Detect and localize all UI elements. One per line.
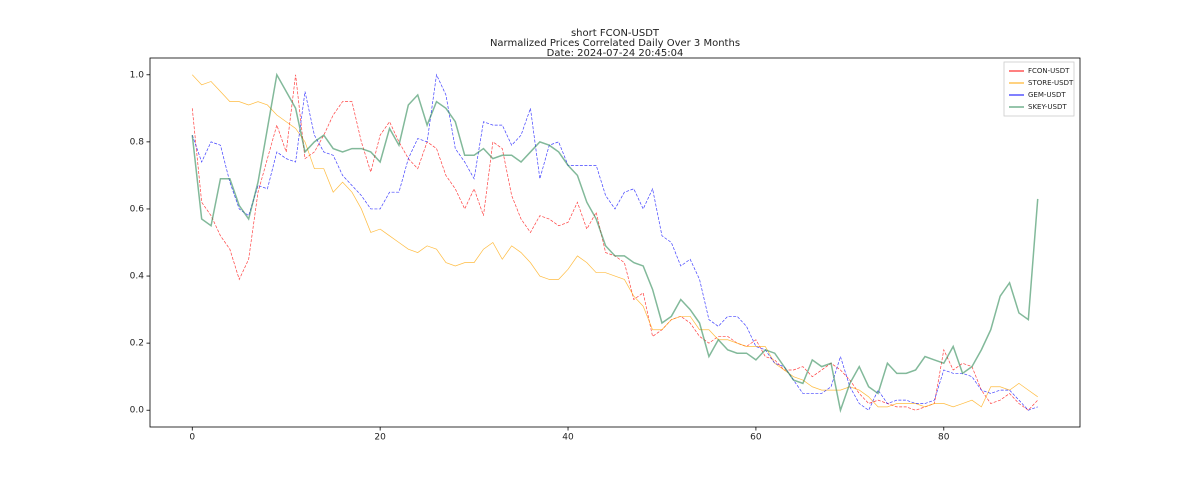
legend-label: STORE-USDT [1028,79,1074,87]
plot-frame [149,57,1081,428]
legend-label: FCON-USDT [1028,67,1070,75]
x-tick-label: 80 [938,433,950,443]
legend: FCON-USDT STORE-USDT GEM-USDT SKEY-USDT [1003,61,1075,117]
y-tick-label: 0.0 [130,406,145,416]
series-line [192,74,1038,408]
y-tick-label: 0.4 [130,272,145,282]
chart-title: short FCON-USDT [571,28,660,39]
chart-title: Narmalized Prices Correlated Daily Over … [490,38,740,49]
series-line [191,73,1038,411]
y-tick-label: 0.6 [130,204,145,214]
chart-title: Date: 2024-07-24 20:45:04 [547,48,684,59]
y-tick-label: 0.8 [130,137,145,147]
series-line [191,72,1039,414]
series-line [191,74,1038,411]
x-tick-label: 40 [562,433,574,443]
y-tick-label: 0.2 [130,339,144,349]
x-tick-label: 60 [750,433,762,443]
legend-label: SKEY-USDT [1028,103,1067,111]
legend-label: GEM-USDT [1028,91,1066,99]
x-tick-label: 0 [189,433,195,443]
y-tick-label: 1.0 [130,70,145,80]
x-tick-label: 20 [374,433,386,443]
